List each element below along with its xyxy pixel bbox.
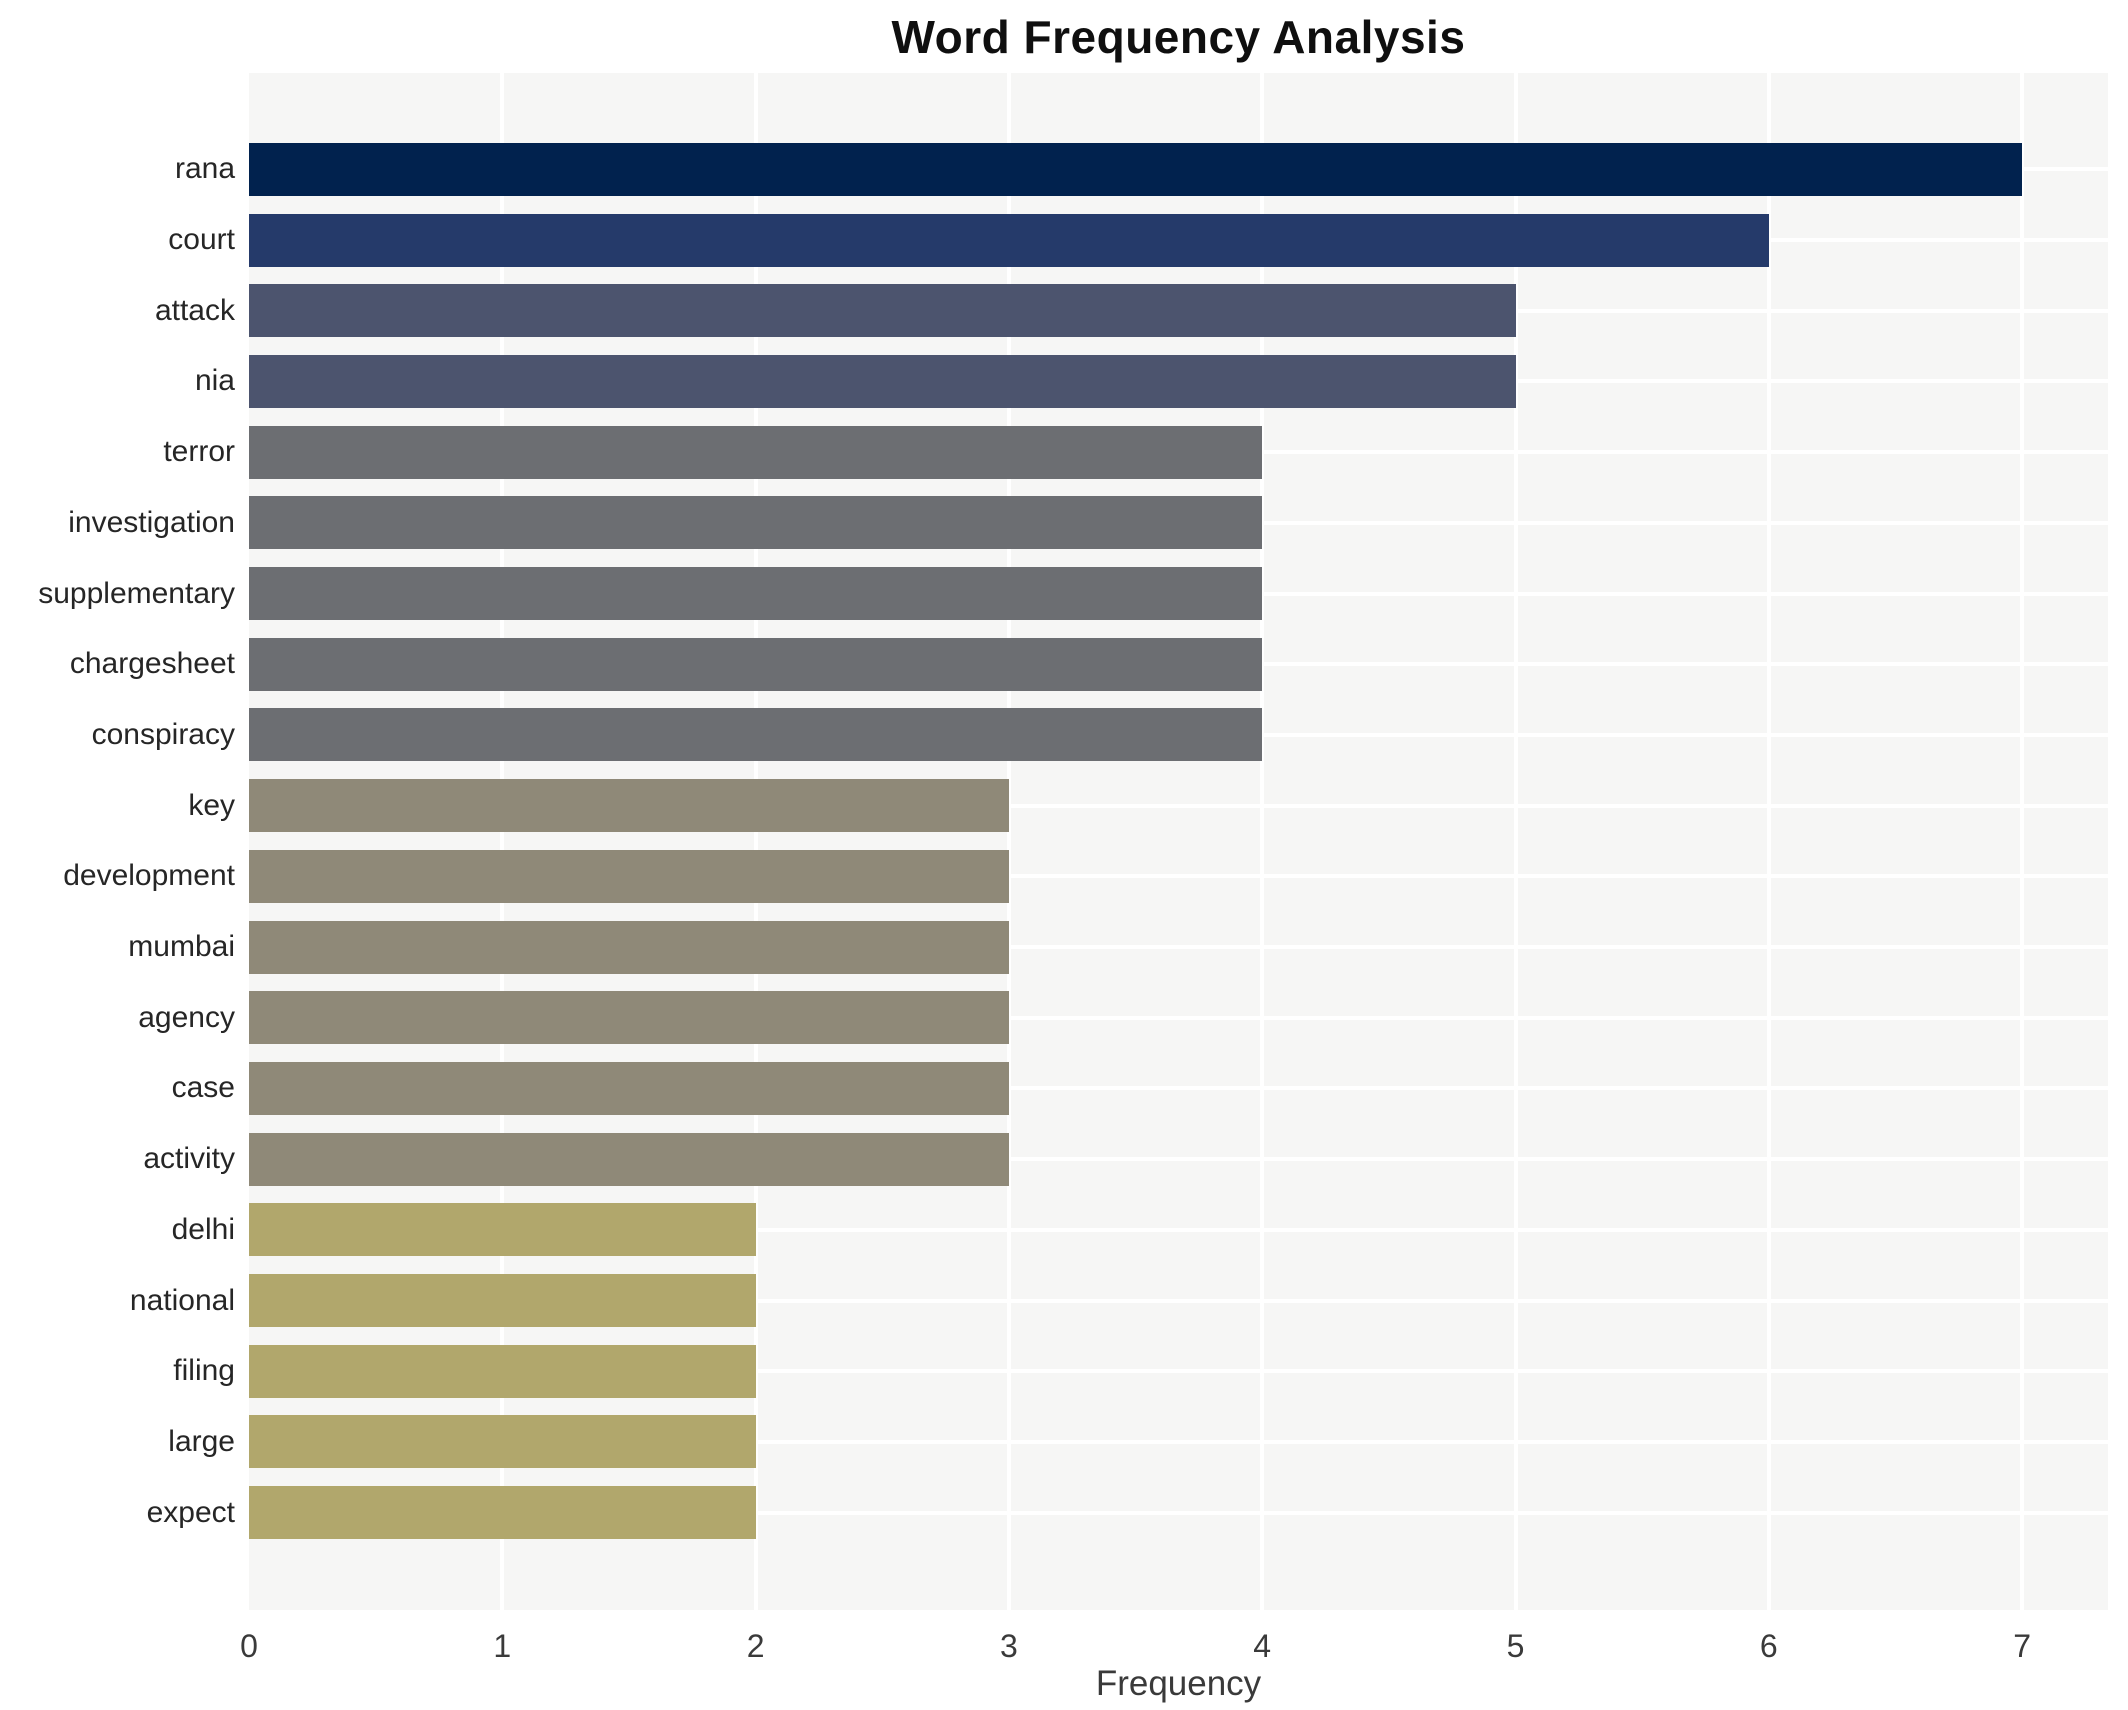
y-tick-label-chargesheet: chargesheet — [69, 647, 235, 681]
horizontal-gridline — [249, 1157, 2108, 1162]
x-tick-label-4: 4 — [1253, 1628, 1272, 1664]
y-tick-label-agency: agency — [138, 1000, 235, 1034]
y-tick-label-mumbai: mumbai — [128, 930, 235, 964]
y-tick-label-national: national — [129, 1283, 235, 1317]
x-tick-label-7: 7 — [2013, 1628, 2031, 1664]
bar-case — [249, 1061, 1009, 1115]
horizontal-gridline — [249, 874, 2108, 879]
y-tick-label-expect: expect — [146, 1495, 235, 1529]
horizontal-gridline — [249, 1298, 2108, 1303]
bar-supplementary — [249, 567, 1263, 621]
y-tick-label-investigation: investigation — [68, 505, 235, 539]
x-tick-label-2: 2 — [746, 1628, 765, 1664]
x-axis-title: Frequency — [1095, 1664, 1262, 1703]
horizontal-gridline — [249, 1227, 2108, 1232]
horizontal-gridline — [249, 1369, 2108, 1374]
bar-national — [249, 1274, 756, 1328]
bar-investigation — [249, 496, 1263, 550]
bar-key — [249, 779, 1009, 833]
bar-agency — [249, 991, 1009, 1045]
y-tick-label-filing: filing — [173, 1354, 235, 1388]
bar-expect — [249, 1486, 756, 1540]
vertical-gridline — [1006, 73, 1011, 1610]
horizontal-gridline — [249, 945, 2108, 950]
bar-filing — [249, 1344, 756, 1398]
bar-nia — [249, 354, 1516, 408]
vertical-gridline — [1766, 73, 1771, 1610]
bar-delhi — [249, 1203, 756, 1257]
y-tick-label-rana: rana — [174, 152, 235, 186]
vertical-gridline — [1513, 73, 1518, 1610]
bar-attack — [249, 284, 1516, 338]
plot-area — [249, 73, 2108, 1610]
y-tick-label-key: key — [188, 788, 235, 822]
bar-large — [249, 1415, 756, 1469]
x-tick-label-5: 5 — [1506, 1628, 1525, 1664]
vertical-gridline — [1260, 73, 1265, 1610]
chart-title: Word Frequency Analysis — [891, 11, 1466, 63]
bar-terror — [249, 425, 1263, 479]
bar-rana — [249, 142, 2023, 196]
x-tick-label-6: 6 — [1759, 1628, 1778, 1664]
x-tick-label-1: 1 — [493, 1628, 512, 1664]
horizontal-gridline — [249, 1015, 2108, 1020]
y-tick-label-court: court — [168, 223, 235, 257]
y-tick-label-development: development — [63, 859, 235, 893]
y-tick-label-attack: attack — [154, 293, 235, 327]
x-tick-label-3: 3 — [999, 1628, 1018, 1664]
y-tick-label-supplementary: supplementary — [38, 576, 235, 610]
horizontal-gridline — [249, 1086, 2108, 1091]
vertical-gridline — [2020, 73, 2025, 1610]
vertical-gridline — [500, 73, 505, 1610]
horizontal-gridline — [249, 1510, 2108, 1515]
bar-activity — [249, 1132, 1009, 1186]
horizontal-gridline — [249, 803, 2108, 808]
y-tick-label-terror: terror — [163, 435, 235, 469]
y-tick-label-large: large — [168, 1424, 235, 1458]
y-tick-label-case: case — [171, 1071, 235, 1105]
vertical-gridline — [753, 73, 758, 1610]
y-tick-label-nia: nia — [194, 364, 235, 398]
y-tick-label-activity: activity — [143, 1142, 235, 1176]
bar-chargesheet — [249, 637, 1263, 691]
bar-court — [249, 213, 1769, 267]
bar-mumbai — [249, 920, 1009, 974]
bar-development — [249, 849, 1009, 903]
y-tick-label-conspiracy: conspiracy — [91, 717, 235, 751]
horizontal-gridline — [249, 1439, 2108, 1444]
x-tick-label-0: 0 — [240, 1628, 258, 1664]
y-tick-label-delhi: delhi — [171, 1212, 235, 1246]
bar-conspiracy — [249, 708, 1263, 762]
